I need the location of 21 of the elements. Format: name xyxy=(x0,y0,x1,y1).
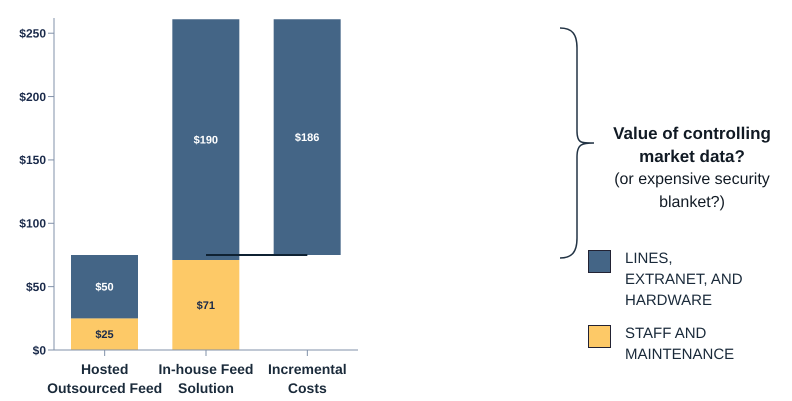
data-label: $71 xyxy=(196,300,216,312)
y-tick-label: $50 xyxy=(26,280,46,294)
y-tick-label: $150 xyxy=(19,153,46,168)
y-tick-label: $200 xyxy=(19,90,46,104)
y-tick-label: $100 xyxy=(19,216,46,231)
bar xyxy=(172,260,240,350)
y-tick-label: $0 xyxy=(32,343,46,358)
legend-label: STAFF AND MAINTENANCE xyxy=(625,324,736,365)
x-tick-label: Incremental Costs xyxy=(268,361,347,396)
data-label: $186 xyxy=(294,132,320,144)
data-label: $50 xyxy=(95,282,114,294)
bar xyxy=(274,19,341,255)
text: (or expensive security blanket?) xyxy=(613,170,771,213)
bar xyxy=(172,19,240,260)
data-label: $190 xyxy=(194,134,218,147)
legend-label: LINES, EXTRANET, AND HARDWARE xyxy=(625,249,744,311)
data-label: $25 xyxy=(95,329,114,342)
bar xyxy=(71,254,138,318)
text: Value of controlling market data? xyxy=(612,123,772,168)
bar xyxy=(71,318,138,350)
y-tick-label: $250 xyxy=(19,26,46,40)
